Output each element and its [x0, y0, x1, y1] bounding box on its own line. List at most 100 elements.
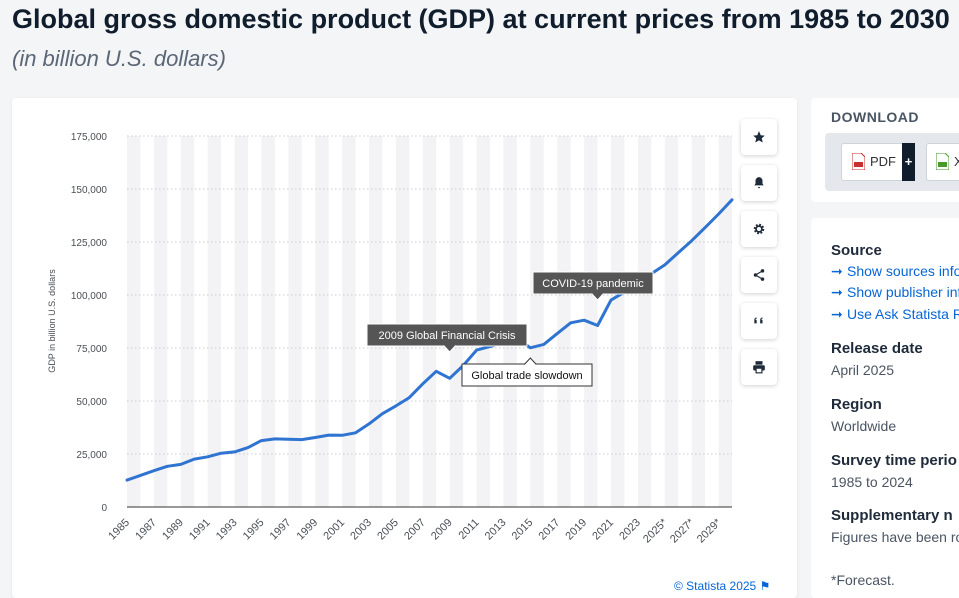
- column-band: [180, 136, 195, 507]
- column-band: [342, 136, 356, 507]
- arrow-right-icon: ➞: [831, 263, 843, 279]
- x-tick-label: 2019: [563, 517, 589, 543]
- x-tick-label: 1993: [214, 517, 240, 543]
- download-pdf-button[interactable]: PDF +: [841, 143, 915, 181]
- x-tick-label: 2023: [617, 517, 643, 543]
- release-date-heading: Release date: [831, 340, 923, 357]
- column-band: [718, 136, 732, 507]
- column-band: [611, 136, 625, 507]
- column-band: [664, 136, 679, 507]
- column-band: [288, 136, 302, 507]
- y-tick-label: 125,000: [71, 238, 108, 249]
- gear-icon: [753, 223, 765, 235]
- x-tick-label: 2013: [483, 517, 509, 543]
- x-tick-label: 2025*: [641, 516, 670, 545]
- chart-annotation: Global trade slowdown: [461, 357, 593, 387]
- release-date-value: April 2025: [831, 362, 895, 378]
- column-band: [422, 136, 437, 507]
- column-band: [261, 136, 275, 507]
- bell-icon: [754, 177, 764, 189]
- print-icon: [753, 361, 765, 374]
- notification-button[interactable]: [741, 165, 777, 201]
- column-band: [503, 136, 517, 507]
- annotation-text: Global trade slowdown: [471, 370, 582, 382]
- cite-button[interactable]: [741, 303, 777, 339]
- pdf-plus-button[interactable]: +: [902, 143, 915, 181]
- column-band: [234, 136, 248, 507]
- y-tick-label: 100,000: [71, 291, 108, 302]
- statista-credit-link[interactable]: © Statista 2025 ⚑: [674, 579, 770, 593]
- x-tick-label: 2009: [429, 517, 455, 543]
- x-tick-label: 2027*: [668, 516, 697, 545]
- x-tick-label: 2011: [456, 517, 481, 542]
- y-tick-label: 150,000: [71, 185, 108, 196]
- column-band: [207, 136, 222, 507]
- pdf-file-icon: [852, 153, 865, 170]
- flag-icon: ⚑: [759, 579, 771, 593]
- y-tick-label: 50,000: [76, 397, 107, 408]
- y-axis-title: GDP in billion U.S. dollars: [47, 269, 57, 373]
- annotation-pointer: [443, 345, 457, 353]
- region-heading: Region: [831, 396, 882, 413]
- page-title: Global gross domestic product (GDP) at c…: [12, 4, 950, 34]
- x-tick-label: 1997: [268, 517, 294, 543]
- column-band: [476, 136, 490, 507]
- favorite-button[interactable]: [741, 119, 777, 155]
- x-tick-label: 2017: [537, 517, 563, 543]
- x-tick-label: 1995: [241, 517, 267, 543]
- annotation-text: 2009 Global Financial Crisis: [379, 330, 516, 342]
- download-options: PDF + X: [825, 133, 959, 191]
- show-publisher-link[interactable]: ➞ Show publisher info: [831, 284, 959, 300]
- y-tick-label: 0: [101, 503, 107, 514]
- x-tick-label: 2015: [510, 517, 536, 543]
- x-tick-label: 2029*: [695, 516, 724, 545]
- share-button[interactable]: [741, 257, 777, 293]
- download-panel: DOWNLOAD PDF + X: [811, 98, 959, 202]
- arrow-right-icon: ➞: [831, 306, 843, 322]
- survey-period-value: 1985 to 2024: [831, 474, 913, 490]
- annotation-pointer: [523, 357, 537, 365]
- source-heading: Source: [831, 242, 882, 259]
- show-sources-link[interactable]: ➞ Show sources info: [831, 263, 959, 279]
- xls-label: X: [954, 154, 959, 169]
- column-band: [449, 136, 464, 507]
- column-band: [315, 136, 329, 507]
- pdf-label: PDF: [870, 154, 896, 169]
- column-band: [691, 136, 706, 507]
- x-tick-label: 1989: [160, 517, 186, 543]
- chart-annotation: COVID-19 pandemic: [532, 271, 654, 301]
- ask-statista-link[interactable]: ➞ Use Ask Statista R: [831, 306, 959, 322]
- x-tick-label: 2001: [321, 517, 347, 543]
- x-tick-label: 1987: [133, 517, 159, 543]
- y-tick-label: 175,000: [71, 132, 108, 143]
- annotation-text: COVID-19 pandemic: [542, 278, 644, 290]
- annotation-pointer: [591, 293, 604, 301]
- x-tick-label: 1991: [187, 517, 213, 543]
- page-subtitle: (in billion U.S. dollars): [12, 46, 226, 71]
- column-band: [153, 136, 168, 507]
- quote-icon: [754, 317, 763, 324]
- forecast-note: *Forecast.: [831, 572, 895, 588]
- column-band: [369, 136, 383, 507]
- x-tick-label: 1985: [106, 517, 132, 543]
- column-band: [557, 136, 571, 507]
- column-band: [637, 136, 652, 507]
- y-tick-label: 25,000: [76, 450, 107, 461]
- column-band: [127, 136, 141, 507]
- supplementary-value: Figures have been ro: [831, 529, 959, 545]
- star-icon: [753, 131, 765, 143]
- x-tick-label: 2021: [590, 517, 616, 543]
- y-tick-label: 75,000: [76, 344, 107, 355]
- xls-file-icon: [936, 153, 949, 170]
- x-tick-label: 2003: [348, 517, 374, 543]
- chart-card: 0 25,000 50,000 75,000 100,000 125,000 150,000…: [12, 98, 797, 598]
- arrow-right-icon: ➞: [831, 284, 843, 300]
- credit-text: © Statista 2025: [674, 579, 757, 593]
- supplementary-heading: Supplementary n: [831, 507, 953, 524]
- print-button[interactable]: [741, 349, 777, 385]
- column-band: [530, 136, 544, 507]
- download-xls-button[interactable]: X: [926, 143, 959, 181]
- settings-button[interactable]: [741, 211, 777, 247]
- info-panel: Source ➞ Show sources info ➞ Show publishe…: [811, 218, 959, 598]
- x-tick-label: 2007: [402, 517, 428, 543]
